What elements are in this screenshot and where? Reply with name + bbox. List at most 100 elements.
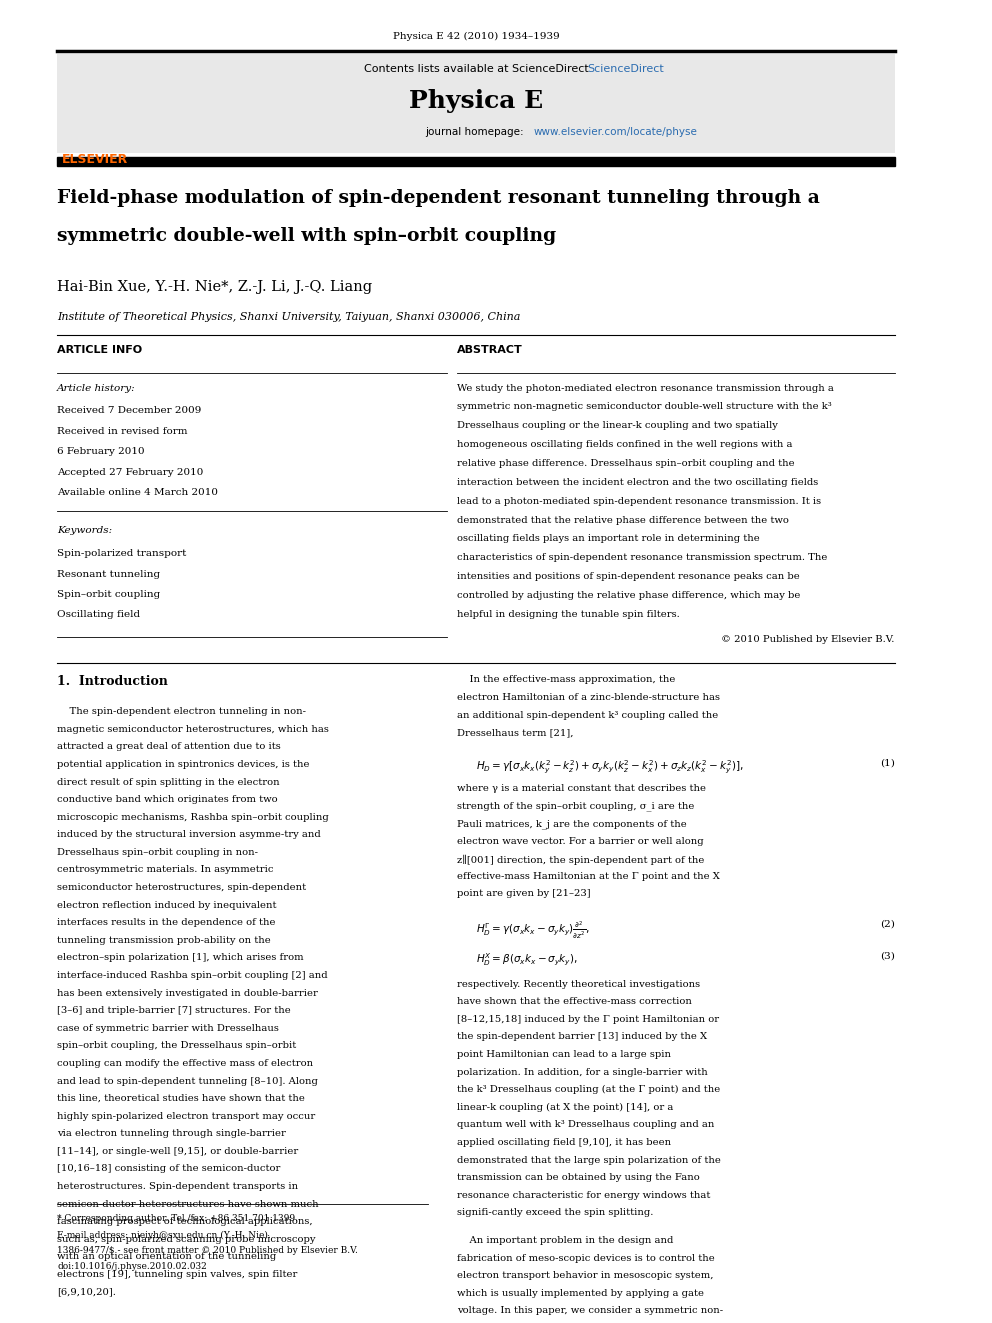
Text: Field-phase modulation of spin-dependent resonant tunneling through a: Field-phase modulation of spin-dependent… <box>58 189 819 206</box>
Text: Contents lists available at ScienceDirect: Contents lists available at ScienceDirec… <box>364 64 588 74</box>
Text: induced by the structural inversion asymme-try and: induced by the structural inversion asym… <box>58 831 320 839</box>
Text: An important problem in the design and: An important problem in the design and <box>457 1236 674 1245</box>
Text: homogeneous oscillating fields confined in the well regions with a: homogeneous oscillating fields confined … <box>457 441 793 448</box>
Text: such as, spin-polarized scanning probe microscopy: such as, spin-polarized scanning probe m… <box>58 1234 315 1244</box>
Text: centrosymmetric materials. In asymmetric: centrosymmetric materials. In asymmetric <box>58 865 274 875</box>
Text: which is usually implemented by applying a gate: which is usually implemented by applying… <box>457 1289 704 1298</box>
Text: have shown that the effective-mass correction: have shown that the effective-mass corre… <box>457 998 691 1007</box>
Text: doi:10.1016/j.physe.2010.02.032: doi:10.1016/j.physe.2010.02.032 <box>58 1262 207 1270</box>
Text: fabrication of meso-scopic devices is to control the: fabrication of meso-scopic devices is to… <box>457 1254 714 1262</box>
Text: electron–spin polarization [1], which arises from: electron–spin polarization [1], which ar… <box>58 954 304 962</box>
Text: [6,9,10,20].: [6,9,10,20]. <box>58 1287 116 1297</box>
Text: ARTICLE INFO: ARTICLE INFO <box>58 345 142 356</box>
Text: effective-mass Hamiltonian at the Γ point and the X: effective-mass Hamiltonian at the Γ poin… <box>457 872 720 881</box>
Text: heterostructures. Spin-dependent transports in: heterostructures. Spin-dependent transpo… <box>58 1181 299 1191</box>
Text: this line, theoretical studies have shown that the: this line, theoretical studies have show… <box>58 1094 305 1103</box>
Text: intensities and positions of spin-dependent resonance peaks can be: intensities and positions of spin-depend… <box>457 572 800 581</box>
Text: Resonant tunneling: Resonant tunneling <box>58 570 161 578</box>
Text: and lead to spin-dependent tunneling [8–10]. Along: and lead to spin-dependent tunneling [8–… <box>58 1077 318 1085</box>
Text: Institute of Theoretical Physics, Shanxi University, Taiyuan, Shanxi 030006, Chi: Institute of Theoretical Physics, Shanxi… <box>58 312 521 323</box>
Text: where γ is a material constant that describes the: where γ is a material constant that desc… <box>457 785 706 792</box>
Text: symmetric double-well with spin–orbit coupling: symmetric double-well with spin–orbit co… <box>58 226 557 245</box>
Text: tunneling transmission prob-ability on the: tunneling transmission prob-ability on t… <box>58 935 271 945</box>
Text: Accepted 27 February 2010: Accepted 27 February 2010 <box>58 467 203 476</box>
Text: point Hamiltonian can lead to a large spin: point Hamiltonian can lead to a large sp… <box>457 1050 671 1058</box>
Text: lead to a photon-mediated spin-dependent resonance transmission. It is: lead to a photon-mediated spin-dependent… <box>457 496 821 505</box>
Text: © 2010 Published by Elsevier B.V.: © 2010 Published by Elsevier B.V. <box>721 635 895 644</box>
Bar <box>58 156 895 165</box>
Text: voltage. In this paper, we consider a symmetric non-: voltage. In this paper, we consider a sy… <box>457 1306 723 1315</box>
Text: ABSTRACT: ABSTRACT <box>457 345 523 356</box>
Text: [3–6] and triple-barrier [7] structures. For the: [3–6] and triple-barrier [7] structures.… <box>58 1007 291 1015</box>
Text: [8–12,15,18] induced by the Γ point Hamiltonian or: [8–12,15,18] induced by the Γ point Hami… <box>457 1015 719 1024</box>
Text: transmission can be obtained by using the Fano: transmission can be obtained by using th… <box>457 1174 699 1181</box>
Text: * Corresponding author. Tel./fax: +86 351 701 1399.: * Corresponding author. Tel./fax: +86 35… <box>58 1215 299 1224</box>
Text: strength of the spin–orbit coupling, σ_i are the: strength of the spin–orbit coupling, σ_i… <box>457 802 694 811</box>
Text: via electron tunneling through single-barrier: via electron tunneling through single-ba… <box>58 1130 286 1138</box>
Text: electron wave vector. For a barrier or well along: electron wave vector. For a barrier or w… <box>457 836 703 845</box>
Text: spin–orbit coupling, the Dresselhaus spin–orbit: spin–orbit coupling, the Dresselhaus spi… <box>58 1041 297 1050</box>
Text: oscillating fields plays an important role in determining the: oscillating fields plays an important ro… <box>457 534 760 544</box>
Text: attracted a great deal of attention due to its: attracted a great deal of attention due … <box>58 742 281 751</box>
Text: signifi-cantly exceed the spin splitting.: signifi-cantly exceed the spin splitting… <box>457 1208 654 1217</box>
Text: demonstrated that the large spin polarization of the: demonstrated that the large spin polariz… <box>457 1155 721 1164</box>
Text: 1386-9477/$ - see front matter © 2010 Published by Elsevier B.V.: 1386-9477/$ - see front matter © 2010 Pu… <box>58 1246 358 1256</box>
Text: ELSEVIER: ELSEVIER <box>62 152 128 165</box>
Text: linear-k coupling (at X the point) [14], or a: linear-k coupling (at X the point) [14],… <box>457 1103 674 1111</box>
Text: Available online 4 March 2010: Available online 4 March 2010 <box>58 488 218 497</box>
Text: (1): (1) <box>880 758 895 767</box>
Text: Physica E: Physica E <box>409 89 543 114</box>
FancyBboxPatch shape <box>58 53 895 153</box>
Text: magnetic semiconductor heterostructures, which has: magnetic semiconductor heterostructures,… <box>58 725 329 734</box>
Text: semicon-ductor heterostructures have shown much: semicon-ductor heterostructures have sho… <box>58 1200 318 1209</box>
Text: Hai-Bin Xue, Y.-H. Nie*, Z.-J. Li, J.-Q. Liang: Hai-Bin Xue, Y.-H. Nie*, Z.-J. Li, J.-Q.… <box>58 280 372 294</box>
Text: relative phase difference. Dresselhaus spin–orbit coupling and the: relative phase difference. Dresselhaus s… <box>457 459 795 468</box>
Text: $H_D=\gamma[\sigma_xk_x(k_y^2-k_z^2)+\sigma_yk_y(k_z^2-k_x^2)+\sigma_zk_z(k_x^2-: $H_D=\gamma[\sigma_xk_x(k_y^2-k_z^2)+\si… <box>476 758 744 775</box>
Text: fascinating prospect of technological applications,: fascinating prospect of technological ap… <box>58 1217 312 1226</box>
Text: We study the photon-mediated electron resonance transmission through a: We study the photon-mediated electron re… <box>457 384 834 393</box>
Text: symmetric non-magnetic semiconductor double-well structure with the k³: symmetric non-magnetic semiconductor dou… <box>457 402 831 411</box>
Text: helpful in designing the tunable spin filters.: helpful in designing the tunable spin fi… <box>457 610 680 619</box>
Text: coupling can modify the effective mass of electron: coupling can modify the effective mass o… <box>58 1058 313 1068</box>
Text: Spin–orbit coupling: Spin–orbit coupling <box>58 590 161 599</box>
Text: Dresselhaus coupling or the linear-k coupling and two spatially: Dresselhaus coupling or the linear-k cou… <box>457 421 778 430</box>
Text: the spin-dependent barrier [13] induced by the X: the spin-dependent barrier [13] induced … <box>457 1032 707 1041</box>
Text: interaction between the incident electron and the two oscillating fields: interaction between the incident electro… <box>457 478 818 487</box>
Text: 1.  Introduction: 1. Introduction <box>58 675 168 688</box>
Text: electrons [19], tunneling spin valves, spin filter: electrons [19], tunneling spin valves, s… <box>58 1270 298 1279</box>
Text: conductive band which originates from two: conductive band which originates from tw… <box>58 795 278 804</box>
Text: Dresselhaus spin–orbit coupling in non-: Dresselhaus spin–orbit coupling in non- <box>58 848 258 857</box>
Text: with an optical orientation of the tunneling: with an optical orientation of the tunne… <box>58 1253 277 1261</box>
Text: polarization. In addition, for a single-barrier with: polarization. In addition, for a single-… <box>457 1068 707 1077</box>
Text: characteristics of spin-dependent resonance transmission spectrum. The: characteristics of spin-dependent resona… <box>457 553 827 562</box>
Text: The spin-dependent electron tunneling in non-: The spin-dependent electron tunneling in… <box>58 708 307 716</box>
Text: microscopic mechanisms, Rashba spin–orbit coupling: microscopic mechanisms, Rashba spin–orbi… <box>58 812 329 822</box>
Text: interfaces results in the dependence of the: interfaces results in the dependence of … <box>58 918 276 927</box>
Text: resonance characteristic for energy windows that: resonance characteristic for energy wind… <box>457 1191 710 1200</box>
Text: Spin-polarized transport: Spin-polarized transport <box>58 549 186 558</box>
Text: semiconductor heterostructures, spin-dependent: semiconductor heterostructures, spin-dep… <box>58 882 307 892</box>
Text: controlled by adjusting the relative phase difference, which may be: controlled by adjusting the relative pha… <box>457 591 801 601</box>
Text: z∥[001] direction, the spin-dependent part of the: z∥[001] direction, the spin-dependent pa… <box>457 855 704 864</box>
Text: applied oscillating field [9,10], it has been: applied oscillating field [9,10], it has… <box>457 1138 671 1147</box>
Text: $H_D^\Gamma=\gamma(\sigma_xk_x-\sigma_yk_y)\frac{\partial^2}{\partial z^2},$: $H_D^\Gamma=\gamma(\sigma_xk_x-\sigma_yk… <box>476 919 590 941</box>
Text: ScienceDirect: ScienceDirect <box>587 64 664 74</box>
Text: E-mail address: nieiyh@sxu.edu.cn (Y.-H. Nie).: E-mail address: nieiyh@sxu.edu.cn (Y.-H.… <box>58 1230 271 1240</box>
Text: [10,16–18] consisting of the semicon-ductor: [10,16–18] consisting of the semicon-duc… <box>58 1164 281 1174</box>
Text: Keywords:: Keywords: <box>58 527 112 536</box>
Text: has been extensively investigated in double-barrier: has been extensively investigated in dou… <box>58 988 318 998</box>
Text: electron reflection induced by inequivalent: electron reflection induced by inequival… <box>58 901 277 910</box>
Text: (2): (2) <box>880 919 895 929</box>
Text: Dresselhaus term [21],: Dresselhaus term [21], <box>457 728 573 737</box>
Text: case of symmetric barrier with Dresselhaus: case of symmetric barrier with Dresselha… <box>58 1024 279 1033</box>
Text: the k³ Dresselhaus coupling (at the Γ point) and the: the k³ Dresselhaus coupling (at the Γ po… <box>457 1085 720 1094</box>
Text: Pauli matrices, k_j are the components of the: Pauli matrices, k_j are the components o… <box>457 819 686 828</box>
Text: respectively. Recently theoretical investigations: respectively. Recently theoretical inves… <box>457 979 700 988</box>
Text: potential application in spintronics devices, is the: potential application in spintronics dev… <box>58 759 310 769</box>
Text: interface-induced Rashba spin–orbit coupling [2] and: interface-induced Rashba spin–orbit coup… <box>58 971 327 980</box>
Text: point are given by [21–23]: point are given by [21–23] <box>457 889 590 898</box>
Text: electron transport behavior in mesoscopic system,: electron transport behavior in mesoscopi… <box>457 1271 713 1281</box>
Text: electron Hamiltonian of a zinc-blende-structure has: electron Hamiltonian of a zinc-blende-st… <box>457 693 720 703</box>
Text: (3): (3) <box>880 951 895 960</box>
Text: 6 February 2010: 6 February 2010 <box>58 447 145 456</box>
